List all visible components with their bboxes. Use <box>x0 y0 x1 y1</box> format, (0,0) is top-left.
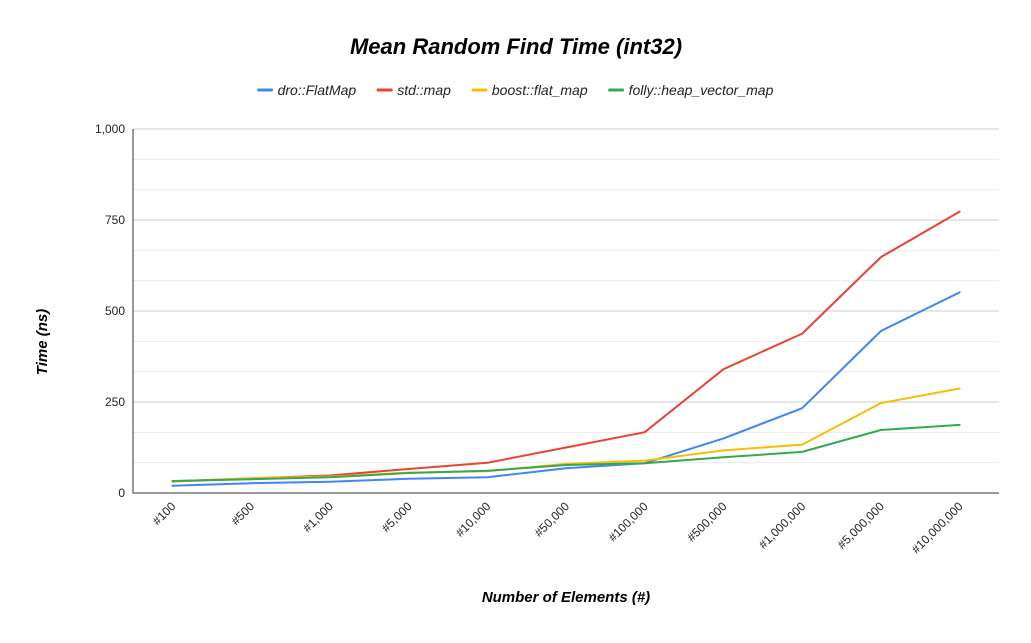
x-axis-ticks: #100 #500 #1,000 #5,000 #10,000 #50,000 #100,0… <box>150 499 966 556</box>
series-line-dro-flatmap <box>171 291 961 487</box>
x-axis-title: Number of Elements (#) <box>482 589 650 606</box>
legend-item: folly::heap_vector_map <box>608 82 774 98</box>
y-tick-label: 0 <box>118 486 125 500</box>
series-line-folly-heap-vector-map <box>171 423 961 482</box>
chart-title: Mean Random Find Time (int32) <box>350 34 682 59</box>
x-tick-label: #10,000,000 <box>909 499 966 556</box>
legend-label: std::map <box>397 82 451 98</box>
x-tick-label: #1,000 <box>300 499 336 535</box>
y-tick-label: 1,000 <box>95 122 125 136</box>
legend: dro::FlatMap std::map boost::flat_map folly… <box>257 82 774 98</box>
y-axis-ticks: 0 250 500 750 1,000 <box>95 122 125 500</box>
y-tick-label: 750 <box>105 213 125 227</box>
x-tick-label: #10,000 <box>453 499 494 540</box>
y-tick-label: 500 <box>105 304 125 318</box>
x-tick-label: #50,000 <box>532 499 573 540</box>
legend-label: dro::FlatMap <box>278 82 357 98</box>
series-lines <box>171 210 961 487</box>
gridlines <box>133 128 999 464</box>
y-axis-title: Time (ns) <box>34 309 51 375</box>
legend-item: boost::flat_map <box>471 82 588 98</box>
x-tick-label: #100 <box>150 499 179 528</box>
x-tick-label: #5,000,000 <box>835 499 888 552</box>
x-tick-label: #500 <box>228 499 257 528</box>
legend-item: std::map <box>376 82 451 98</box>
legend-item: dro::FlatMap <box>257 82 357 98</box>
x-tick-label: #500,000 <box>684 499 730 545</box>
legend-label: boost::flat_map <box>492 82 588 98</box>
x-tick-label: #100,000 <box>606 499 652 545</box>
y-tick-label: 250 <box>105 395 125 409</box>
legend-label: folly::heap_vector_map <box>629 82 774 98</box>
x-tick-label: #5,000 <box>379 499 415 535</box>
x-tick-label: #1,000,000 <box>756 499 809 552</box>
